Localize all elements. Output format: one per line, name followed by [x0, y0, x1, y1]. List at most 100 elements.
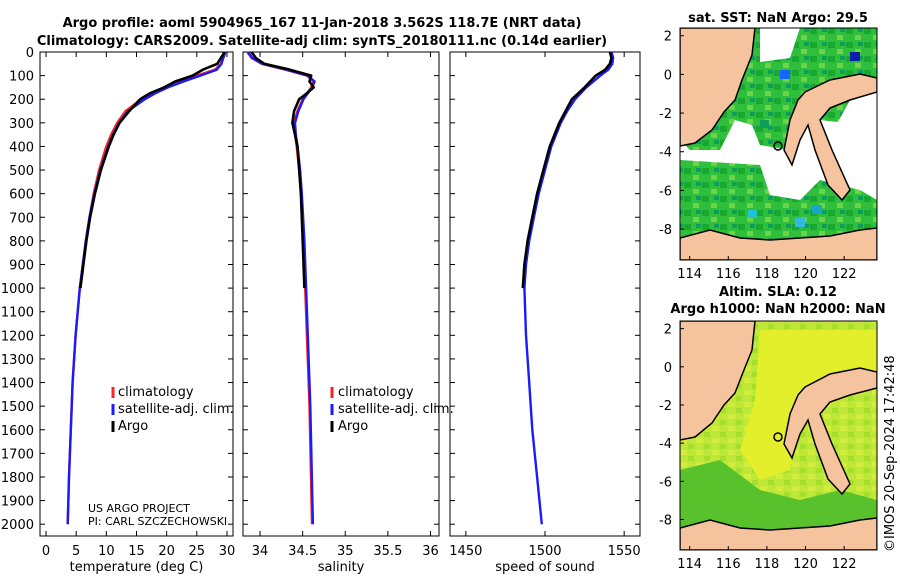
legend-satellite-label: satellite-adj. clim. [118, 402, 234, 417]
sound-panel [449, 51, 641, 537]
x-tick-label-temperature: 0 [42, 544, 50, 559]
argo-position-marker [773, 141, 783, 151]
map-y-tick-label: -4 [659, 146, 672, 161]
y-tick-label: 0 [26, 46, 34, 61]
sst-cell [748, 210, 757, 218]
x-axis-label-sound-speed: speed of sound [495, 560, 595, 575]
watermark: ©IMOS 20-Sep-2024 17:42:48 [883, 355, 898, 552]
land-java [680, 227, 877, 260]
x-tick-label-sound-speed: 1450 [449, 544, 482, 559]
profile-charts: 0 5 10 15 20 25 300100200300400500600700800900… [1, 46, 641, 575]
x-axis-label-salinity: salinity [318, 560, 365, 575]
map-y-tick-label: -2 [659, 107, 672, 122]
series-salinity-argo [250, 51, 316, 289]
sst-cell [780, 70, 790, 79]
sst-cell [795, 218, 805, 227]
y-tick-label: 1400 [1, 377, 34, 392]
x-tick-label-temperature: 15 [128, 544, 145, 559]
salinity-panel [242, 51, 440, 537]
y-tick-label: 1800 [1, 471, 34, 486]
series-sound-speed-satellite-adj-clim- [523, 51, 615, 525]
y-tick-label: 100 [9, 70, 34, 85]
y-tick-label: 1500 [1, 400, 34, 415]
y-tick-label: 1300 [1, 353, 34, 368]
y-tick-label: 300 [9, 117, 34, 132]
y-tick-label: 800 [9, 235, 34, 250]
map-x-tick-label: 120 [793, 557, 818, 572]
map-y-tick-label: -2 [659, 399, 672, 414]
x-tick-label-salinity: 34 [252, 544, 269, 559]
series-sound-speed-argo [521, 51, 613, 289]
map-y-tick-label: 2 [664, 323, 672, 338]
y-tick-label: 500 [9, 164, 34, 179]
title-line-2: Climatology: CARS2009. Satellite-adj cli… [37, 34, 607, 49]
legend-satellite-label: satellite-adj. clim. [338, 402, 454, 417]
map-x-tick-label: 116 [716, 557, 741, 572]
y-tick-label: 200 [9, 93, 34, 108]
map2-title-2: Argo h1000: NaN h2000: NaN [670, 302, 885, 317]
map-ticks: 114 116 118 120 122 2 0 -2 -4 -6 -8 114 116 118 120 122… [659, 30, 857, 572]
map-y-tick-label: -8 [659, 513, 672, 528]
x-tick-label-temperature: 5 [72, 544, 80, 559]
map1-title: sat. SST: NaN Argo: 29.5 [688, 11, 868, 26]
legend-argo-label: Argo [118, 419, 148, 434]
map-x-tick-label: 114 [677, 557, 702, 572]
map-x-tick-label: 120 [793, 267, 818, 282]
map-x-tick-label: 116 [716, 267, 741, 282]
sst-cell [812, 205, 822, 214]
x-tick-label-salinity: 35 [337, 544, 354, 559]
map-y-tick-label: -6 [659, 184, 672, 199]
map-x-tick-label: 118 [754, 267, 779, 282]
map-x-tick-label: 118 [754, 557, 779, 572]
y-tick-label: 1600 [1, 424, 34, 439]
sst-map [680, 28, 877, 260]
land-sulawesi [783, 367, 877, 496]
land-kalimantan [680, 28, 756, 147]
sla-map [680, 321, 877, 550]
x-tick-label-salinity: 36 [422, 544, 439, 559]
y-tick-label: 1200 [1, 329, 34, 344]
y-tick-label: 600 [9, 188, 34, 203]
map-y-tick-label: -8 [659, 223, 672, 238]
temperature-panel [39, 51, 234, 537]
series-temperature-argo [79, 51, 226, 289]
sla-map-frame [679, 320, 878, 551]
credit-line-2: PI: CARL SZCZECHOWSKI [88, 515, 227, 528]
y-tick-label: 400 [9, 140, 34, 155]
legend-temperature: climatology satellite-adj. clim. Argo [111, 385, 234, 434]
x-tick-label-salinity: 35.5 [373, 544, 402, 559]
map-x-tick-label: 122 [832, 557, 857, 572]
legend-climatology-label: climatology [118, 385, 194, 400]
x-tick-label-temperature: 20 [158, 544, 175, 559]
map-y-tick-label: 0 [664, 68, 672, 83]
y-tick-label: 1700 [1, 447, 34, 462]
x-tick-label-sound-speed: 1500 [528, 544, 561, 559]
title-line-1: Argo profile: aoml 5904965_167 11-Jan-20… [63, 16, 582, 31]
map-x-tick-label: 114 [677, 267, 702, 282]
legend-salinity: climatology satellite-adj. clim. Argo [330, 385, 454, 434]
map2-title: Altim. SLA: 0.12 [719, 285, 837, 300]
y-tick-label: 1900 [1, 495, 34, 510]
sst-map-frame [679, 27, 878, 261]
y-tick-label: 2000 [1, 518, 34, 533]
y-tick-label: 1000 [1, 282, 34, 297]
x-tick-label-temperature: 30 [219, 544, 236, 559]
x-tick-label-salinity: 34.5 [288, 544, 317, 559]
x-tick-label-temperature: 10 [98, 544, 115, 559]
map-y-tick-label: -6 [659, 475, 672, 490]
legend-climatology-label: climatology [338, 385, 414, 400]
map-y-tick-label: 2 [664, 30, 672, 45]
y-tick-label: 900 [9, 258, 34, 273]
x-tick-label-sound-speed: 1550 [608, 544, 641, 559]
land-kalimantan [680, 321, 756, 441]
y-tick-label: 1100 [1, 306, 34, 321]
land-sulawesi [783, 73, 877, 202]
credit-line-1: US ARGO PROJECT [88, 502, 190, 515]
x-axis-label-temperature: temperature (deg C) [70, 560, 204, 575]
y-tick-label: 700 [9, 211, 34, 226]
sst-cell [760, 120, 769, 128]
argo-position-marker [773, 432, 783, 442]
map-x-tick-label: 122 [832, 267, 857, 282]
land-java [680, 517, 877, 550]
